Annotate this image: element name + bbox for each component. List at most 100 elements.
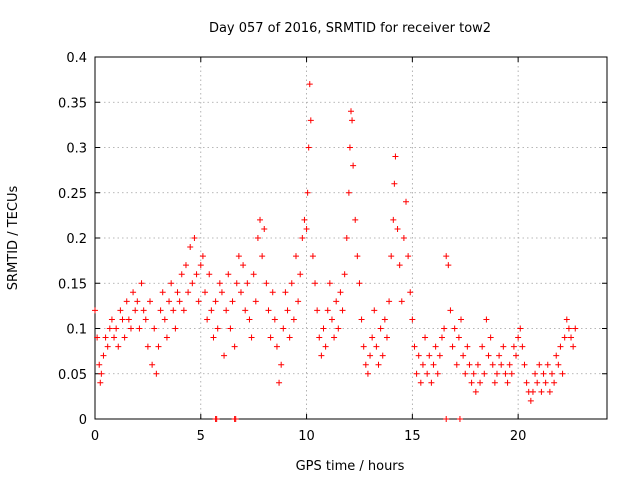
data-point [304, 189, 311, 196]
data-point [447, 307, 454, 314]
data-point [235, 253, 242, 260]
data-point [189, 280, 196, 287]
data-point [132, 307, 139, 314]
data-point [407, 289, 414, 296]
data-point [546, 388, 553, 395]
data-point [477, 379, 484, 386]
data-point [415, 352, 422, 359]
data-point [121, 334, 128, 341]
y-tick-label: 0.05 [58, 368, 87, 383]
axis-ticks: 0 0.05 0.1 0.15 0.2 0.25 0.3 0.35 0.4 0 5 10 15 20 [58, 51, 607, 444]
data-point [155, 343, 162, 350]
data-point [248, 334, 255, 341]
data-point [496, 352, 503, 359]
data-point [529, 388, 536, 395]
data-point [246, 316, 253, 323]
data-point [100, 352, 107, 359]
data-point [104, 343, 111, 350]
x-tick-label: 5 [197, 429, 205, 444]
data-point [257, 216, 264, 223]
data-point [265, 307, 272, 314]
x-axis-label: GPS time / hours [296, 459, 405, 474]
data-point [212, 298, 219, 305]
data-point [271, 316, 278, 323]
data-point [301, 216, 308, 223]
data-point [303, 225, 310, 232]
y-tick-label: 0.25 [58, 187, 87, 202]
data-point [510, 343, 517, 350]
data-point [214, 325, 221, 332]
x-tick-label: 0 [91, 429, 99, 444]
data-point [233, 280, 240, 287]
data-point [199, 253, 206, 260]
data-point [481, 370, 488, 377]
data-point [339, 307, 346, 314]
data-point [312, 280, 319, 287]
data-point [210, 334, 217, 341]
data-point [333, 298, 340, 305]
data-point [314, 307, 321, 314]
data-point [390, 216, 397, 223]
data-point [491, 379, 498, 386]
data-point [438, 334, 445, 341]
data-point [358, 316, 365, 323]
data-point [430, 361, 437, 368]
data-point [506, 361, 513, 368]
data-point [288, 280, 295, 287]
data-point [297, 271, 304, 278]
data-point [489, 361, 496, 368]
data-point [462, 370, 469, 377]
chart-title: Day 057 of 2016, SRMTID for receiver tow… [209, 21, 491, 36]
data-point [276, 379, 283, 386]
data-point [318, 352, 325, 359]
data-point [254, 235, 261, 241]
data-point [504, 379, 511, 386]
data-point [409, 316, 416, 323]
data-point [149, 361, 156, 368]
data-point [422, 334, 429, 341]
data-point [394, 225, 401, 232]
data-point [419, 361, 426, 368]
data-point [306, 81, 313, 88]
data-point [282, 289, 289, 296]
data-point [449, 343, 456, 350]
data-point [94, 334, 101, 341]
data-point [324, 307, 331, 314]
data-point [108, 316, 115, 323]
data-point [242, 307, 249, 314]
data-point [424, 370, 431, 377]
data-point [362, 361, 369, 368]
data-point [561, 334, 568, 341]
data-point [413, 370, 420, 377]
data-point [195, 298, 202, 305]
data-point [354, 253, 361, 260]
data-point [134, 298, 141, 305]
data-point [328, 316, 335, 323]
data-point [153, 370, 160, 377]
data-point [544, 361, 551, 368]
data-point [428, 379, 435, 386]
data-point [284, 307, 291, 314]
data-point [426, 352, 433, 359]
data-point [119, 316, 126, 323]
data-point [142, 316, 149, 323]
data-point [570, 343, 577, 350]
data-point [240, 262, 247, 269]
x-tick-label: 20 [510, 429, 527, 444]
data-point [559, 370, 566, 377]
data-point [252, 298, 259, 305]
data-point [237, 289, 244, 296]
data-point [191, 235, 198, 241]
data-point [307, 117, 314, 124]
y-tick-label: 0.15 [58, 277, 87, 292]
data-point [322, 343, 329, 350]
data-point [400, 235, 407, 241]
data-point [261, 225, 268, 232]
data-point [159, 289, 166, 296]
data-point [453, 361, 460, 368]
data-point [202, 289, 209, 296]
data-point [227, 325, 234, 332]
data-point [309, 253, 316, 260]
data-point [147, 298, 154, 305]
